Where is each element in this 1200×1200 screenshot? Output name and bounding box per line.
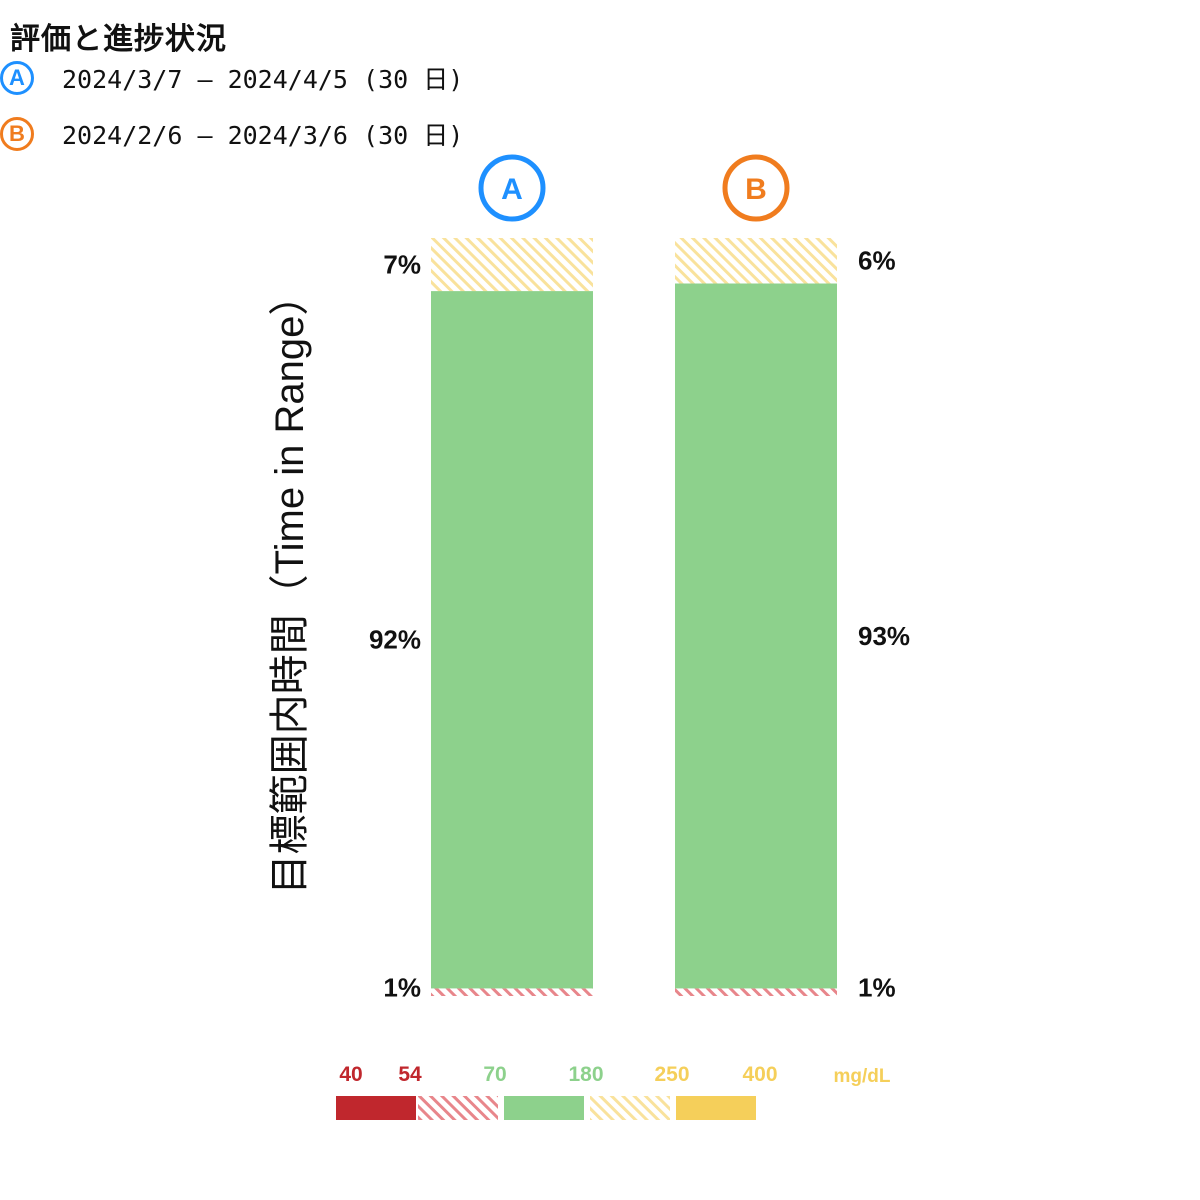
legend-threshold-250: 250 xyxy=(654,1063,689,1086)
bar-A-segment-54-70 xyxy=(431,988,593,996)
legend-threshold-400: 400 xyxy=(742,1063,777,1086)
legend-band-3 xyxy=(504,1096,584,1120)
legend-threshold-40: 40 xyxy=(339,1063,362,1086)
period-b: B 2024/2/6 – 2024/3/6 (30 日) xyxy=(0,116,463,152)
legend-band-1 xyxy=(336,1096,416,1120)
period-a: A 2024/3/7 – 2024/4/5 (30 日) xyxy=(0,60,463,96)
bar-B-segment-180-250 xyxy=(675,238,837,284)
y-axis-label: 目標範囲内時間（Time in Range） xyxy=(268,276,312,895)
legend-threshold-180: 180 xyxy=(568,1063,603,1086)
bar-A-segment-180-250 xyxy=(431,238,593,292)
bar-A-label-bottom: 1% xyxy=(383,972,421,1002)
legend-band-5 xyxy=(676,1096,756,1120)
legend-unit: mg/dL xyxy=(834,1066,891,1087)
legend-threshold-70: 70 xyxy=(483,1063,506,1086)
legend-band-4 xyxy=(590,1096,670,1120)
bar-B-label-top: 6% xyxy=(858,246,896,276)
period-b-badge-icon: B xyxy=(0,117,34,151)
bar-A-segment-70-180 xyxy=(431,291,593,989)
bar-A-badge-label: A xyxy=(501,173,523,206)
bar-B-segment-70-180 xyxy=(675,283,837,989)
bar-A-badge-icon xyxy=(478,154,546,222)
period-a-badge-icon: A xyxy=(0,61,34,95)
bar-A-label-middle: 92% xyxy=(369,625,421,655)
bar-B-badge-label: B xyxy=(745,173,767,206)
period-a-range: 2024/3/7 – 2024/4/5 (30 日) xyxy=(62,65,464,94)
bar-B-badge-icon xyxy=(722,154,790,222)
bar-B-label-bottom: 1% xyxy=(858,972,896,1002)
bar-B-segment-54-70 xyxy=(675,988,837,996)
legend-threshold-54: 54 xyxy=(398,1063,422,1086)
legend-band-2 xyxy=(418,1096,498,1120)
page-title: 評価と進捗状況 xyxy=(10,22,227,57)
bar-B-label-middle: 93% xyxy=(858,621,910,651)
bar-A-label-top: 7% xyxy=(383,250,421,280)
period-b-range: 2024/2/6 – 2024/3/6 (30 日) xyxy=(62,121,464,150)
